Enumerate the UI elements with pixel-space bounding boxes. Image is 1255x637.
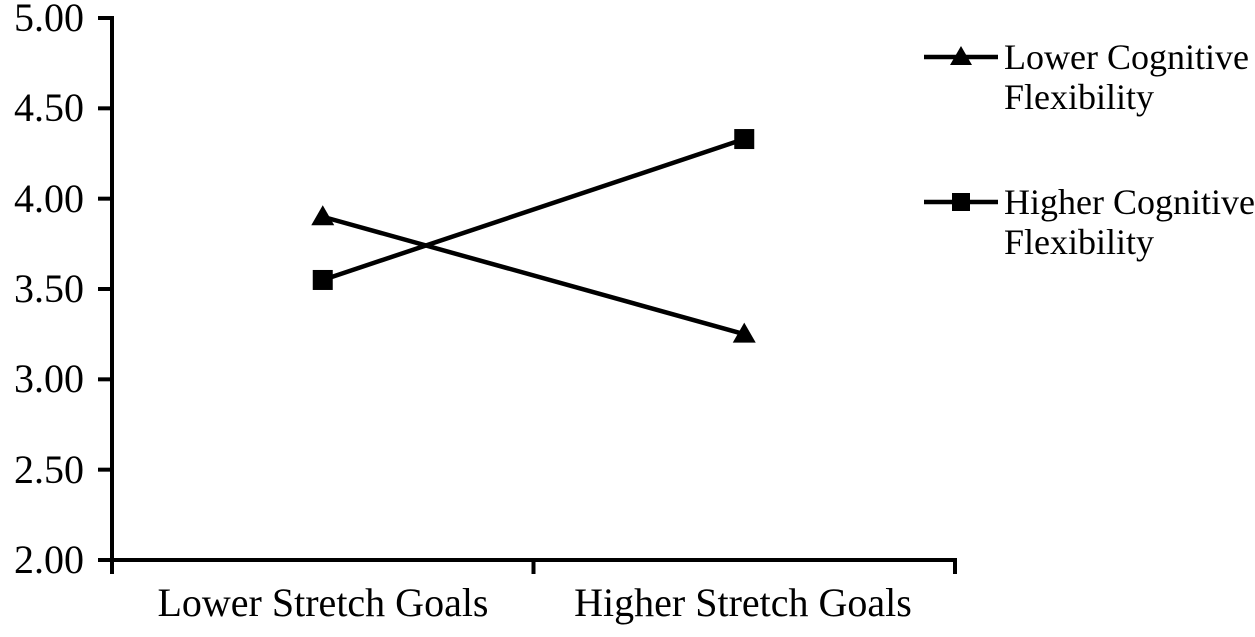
triangle-marker-lower-cognitive-flexibility — [732, 322, 756, 343]
square-line-marker-icon — [924, 193, 998, 211]
legend-label: Lower Cognitive Flexibility — [1004, 37, 1249, 117]
triangle-line-marker-icon — [924, 46, 998, 65]
triangle-marker-lower-cognitive-flexibility — [311, 205, 335, 226]
y-tick-label: 3.50 — [14, 266, 84, 311]
square-marker-higher-cognitive-flexibility — [312, 269, 333, 290]
legend-triangle-marker — [950, 46, 972, 65]
legend-label-line2: Flexibility — [1004, 222, 1155, 262]
series-line-higher-cognitive-flexibility — [322, 136, 745, 283]
legend-label-line1: Higher Cognitive — [1004, 182, 1255, 222]
y-tick-label: 3.00 — [14, 356, 84, 401]
y-tick-label: 4.50 — [14, 85, 84, 130]
legend-label-line2: Flexibility — [1004, 77, 1155, 117]
square-marker-higher-cognitive-flexibility — [734, 129, 755, 150]
series-line-lower-cognitive-flexibility — [322, 214, 745, 337]
y-tick-label: 2.50 — [14, 447, 84, 492]
y-tick-label: 4.00 — [14, 176, 84, 221]
y-tick-label: 5.00 — [14, 0, 84, 40]
y-tick-label: 2.00 — [14, 537, 84, 582]
legend-square-marker — [952, 193, 970, 211]
legend-label: Higher Cognitive Flexibility — [1004, 182, 1255, 262]
x-category-label-higher-stretch-goals: Higher Stretch Goals — [574, 580, 912, 625]
legend-entry-higher-cognitive-flexibility: Higher Cognitive Flexibility — [922, 182, 1255, 262]
legend-entry-lower-cognitive-flexibility: Lower Cognitive Flexibility — [922, 37, 1249, 117]
legend-label-line1: Lower Cognitive — [1004, 37, 1249, 77]
x-category-label-lower-stretch-goals: Lower Stretch Goals — [157, 580, 489, 625]
